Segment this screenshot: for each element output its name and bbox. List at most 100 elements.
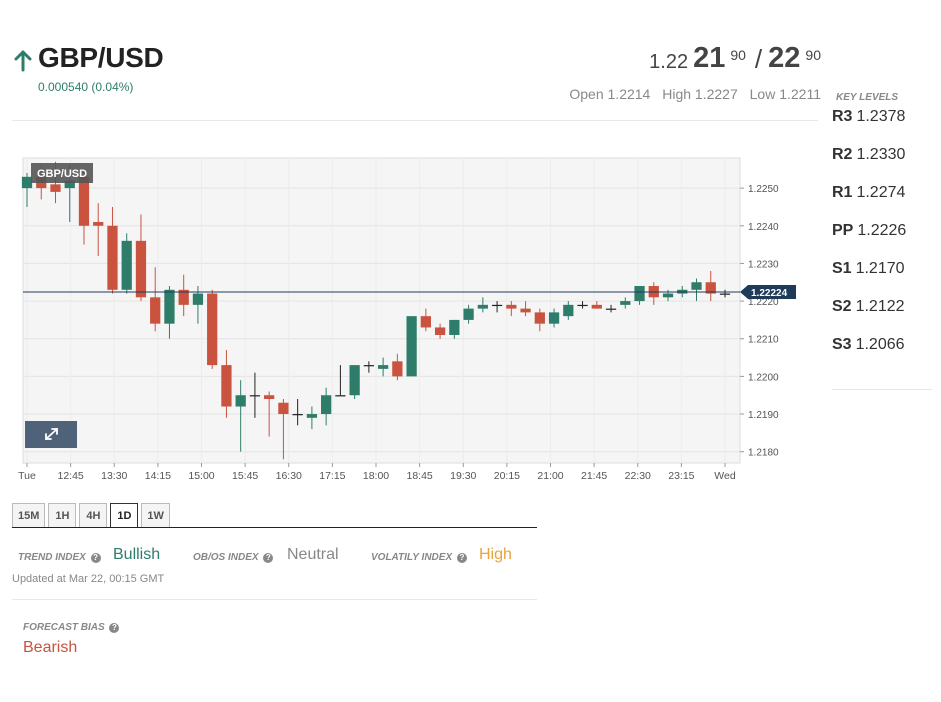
ask-big: 22 (768, 42, 801, 74)
question-circle-icon[interactable]: ? (456, 553, 467, 563)
candle (406, 316, 417, 377)
current-price-label: 1.22224 (751, 288, 788, 299)
candle-body (249, 395, 261, 397)
key-level-s1: S1 1.2170 (832, 260, 905, 277)
forecast-bias-label: FORECAST BIAS ? (23, 622, 120, 633)
candle-body (50, 184, 61, 192)
candle-body (477, 304, 488, 309)
candle (264, 391, 275, 437)
candle-body (563, 304, 574, 317)
candle (534, 308, 545, 332)
chart-candles (21, 161, 731, 460)
timeframe-1d-button[interactable]: 1D (110, 503, 139, 527)
x-tick-label: 18:45 (406, 470, 432, 482)
key-levels-title: KEY LEVELS (836, 92, 899, 103)
candle-body (534, 312, 545, 324)
candle-body (449, 319, 460, 335)
candle (605, 304, 617, 313)
candle (235, 380, 246, 452)
candle (221, 350, 232, 418)
volatility-index-value: High (479, 546, 512, 563)
updated-timestamp: Updated at Mar 22, 00:15 GMT (12, 573, 165, 585)
candle-body (705, 282, 716, 294)
y-tick-label: 1.2200 (748, 372, 779, 383)
candle-body (221, 365, 232, 407)
obos-index-label: OB/OS INDEX ? (193, 552, 274, 563)
candle-body (292, 414, 303, 416)
expand-button[interactable] (25, 421, 77, 448)
candle-body (491, 304, 503, 307)
candle (306, 406, 318, 430)
open-value: Open 1.2214 (569, 86, 651, 102)
timeframe-4h-button[interactable]: 4H (79, 503, 108, 527)
candle (563, 301, 574, 320)
quote-separator: / (754, 44, 763, 74)
arrow-up-icon (14, 50, 32, 72)
candle (719, 289, 731, 298)
timeframe-15m-button[interactable]: 15M (12, 503, 46, 527)
candle (477, 297, 488, 313)
key-level-r2: R2 1.2330 (832, 146, 906, 163)
bid-small: 1.22 (649, 51, 689, 73)
timeframe-selector: 15M 1H 4H 1D 1W (12, 503, 173, 527)
y-tick-label: 1.2180 (748, 448, 779, 459)
price-change: 0.000540 (0.04%) (38, 80, 134, 94)
expand-icon (45, 428, 58, 440)
candle-body (278, 402, 289, 415)
candle-body (78, 176, 90, 226)
candle (591, 301, 602, 309)
candle-body (363, 365, 375, 367)
candle (335, 365, 346, 397)
question-circle-icon[interactable]: ? (263, 553, 274, 563)
candle-body (192, 293, 204, 305)
chart-grid (23, 158, 740, 463)
candle (150, 267, 161, 332)
candle (107, 206, 118, 294)
candle-body (135, 240, 147, 298)
candle (292, 398, 303, 426)
question-circle-icon[interactable]: ? (90, 553, 101, 563)
candle-body (335, 395, 346, 397)
y-tick-label: 1.2190 (748, 410, 779, 421)
candle (207, 289, 218, 369)
y-tick-label: 1.2250 (748, 184, 779, 195)
candle (434, 323, 446, 339)
candle-body (392, 361, 403, 377)
candle (577, 301, 588, 309)
candlestick-chart[interactable]: 1.2250 1.2240 1.2230 1.2220 1.2210 1.2200 1.21… (12, 155, 812, 485)
price-chart[interactable]: 1.2250 1.2240 1.2230 1.2220 1.2210 1.2200 1.21… (12, 155, 812, 485)
obos-index-value: Neutral (287, 546, 339, 563)
pair-title: GBP/USD (38, 42, 164, 73)
timeframe-1h-button[interactable]: 1H (48, 503, 77, 527)
candle (278, 398, 289, 460)
y-tick-label: 1.2240 (748, 222, 779, 233)
x-tick-label: 15:00 (188, 470, 214, 482)
candle (620, 297, 631, 309)
candle-body (620, 301, 631, 305)
candle-body (548, 312, 560, 324)
candle-body (591, 304, 602, 309)
candle (506, 301, 517, 317)
candle-body (349, 365, 360, 396)
x-tick-label: 21:00 (537, 470, 563, 482)
key-level-pp: PP 1.2226 (832, 222, 907, 239)
candle (420, 308, 431, 332)
timeframe-underline (12, 527, 537, 528)
x-tick-label: 13:30 (101, 470, 127, 482)
candle-body (306, 414, 318, 418)
key-level-r3: R3 1.2378 (832, 108, 906, 125)
chart-axes: 1.2250 1.2240 1.2230 1.2220 1.2210 1.2200 1.21… (18, 184, 779, 482)
x-tick-label: 23:15 (668, 470, 694, 482)
candle (634, 286, 645, 305)
ask-sup: 90 (805, 47, 821, 63)
candle (691, 278, 702, 302)
y-tick-label: 1.2220 (748, 297, 779, 308)
candle (520, 301, 531, 317)
question-circle-icon[interactable]: ? (109, 623, 120, 633)
y-tick-label: 1.2230 (748, 259, 779, 270)
candle-body (577, 304, 588, 307)
indicators-divider (12, 599, 537, 600)
timeframe-1w-button[interactable]: 1W (141, 503, 170, 527)
forecast-bias-value: Bearish (23, 639, 78, 656)
trend-index-value: Bullish (113, 546, 161, 563)
